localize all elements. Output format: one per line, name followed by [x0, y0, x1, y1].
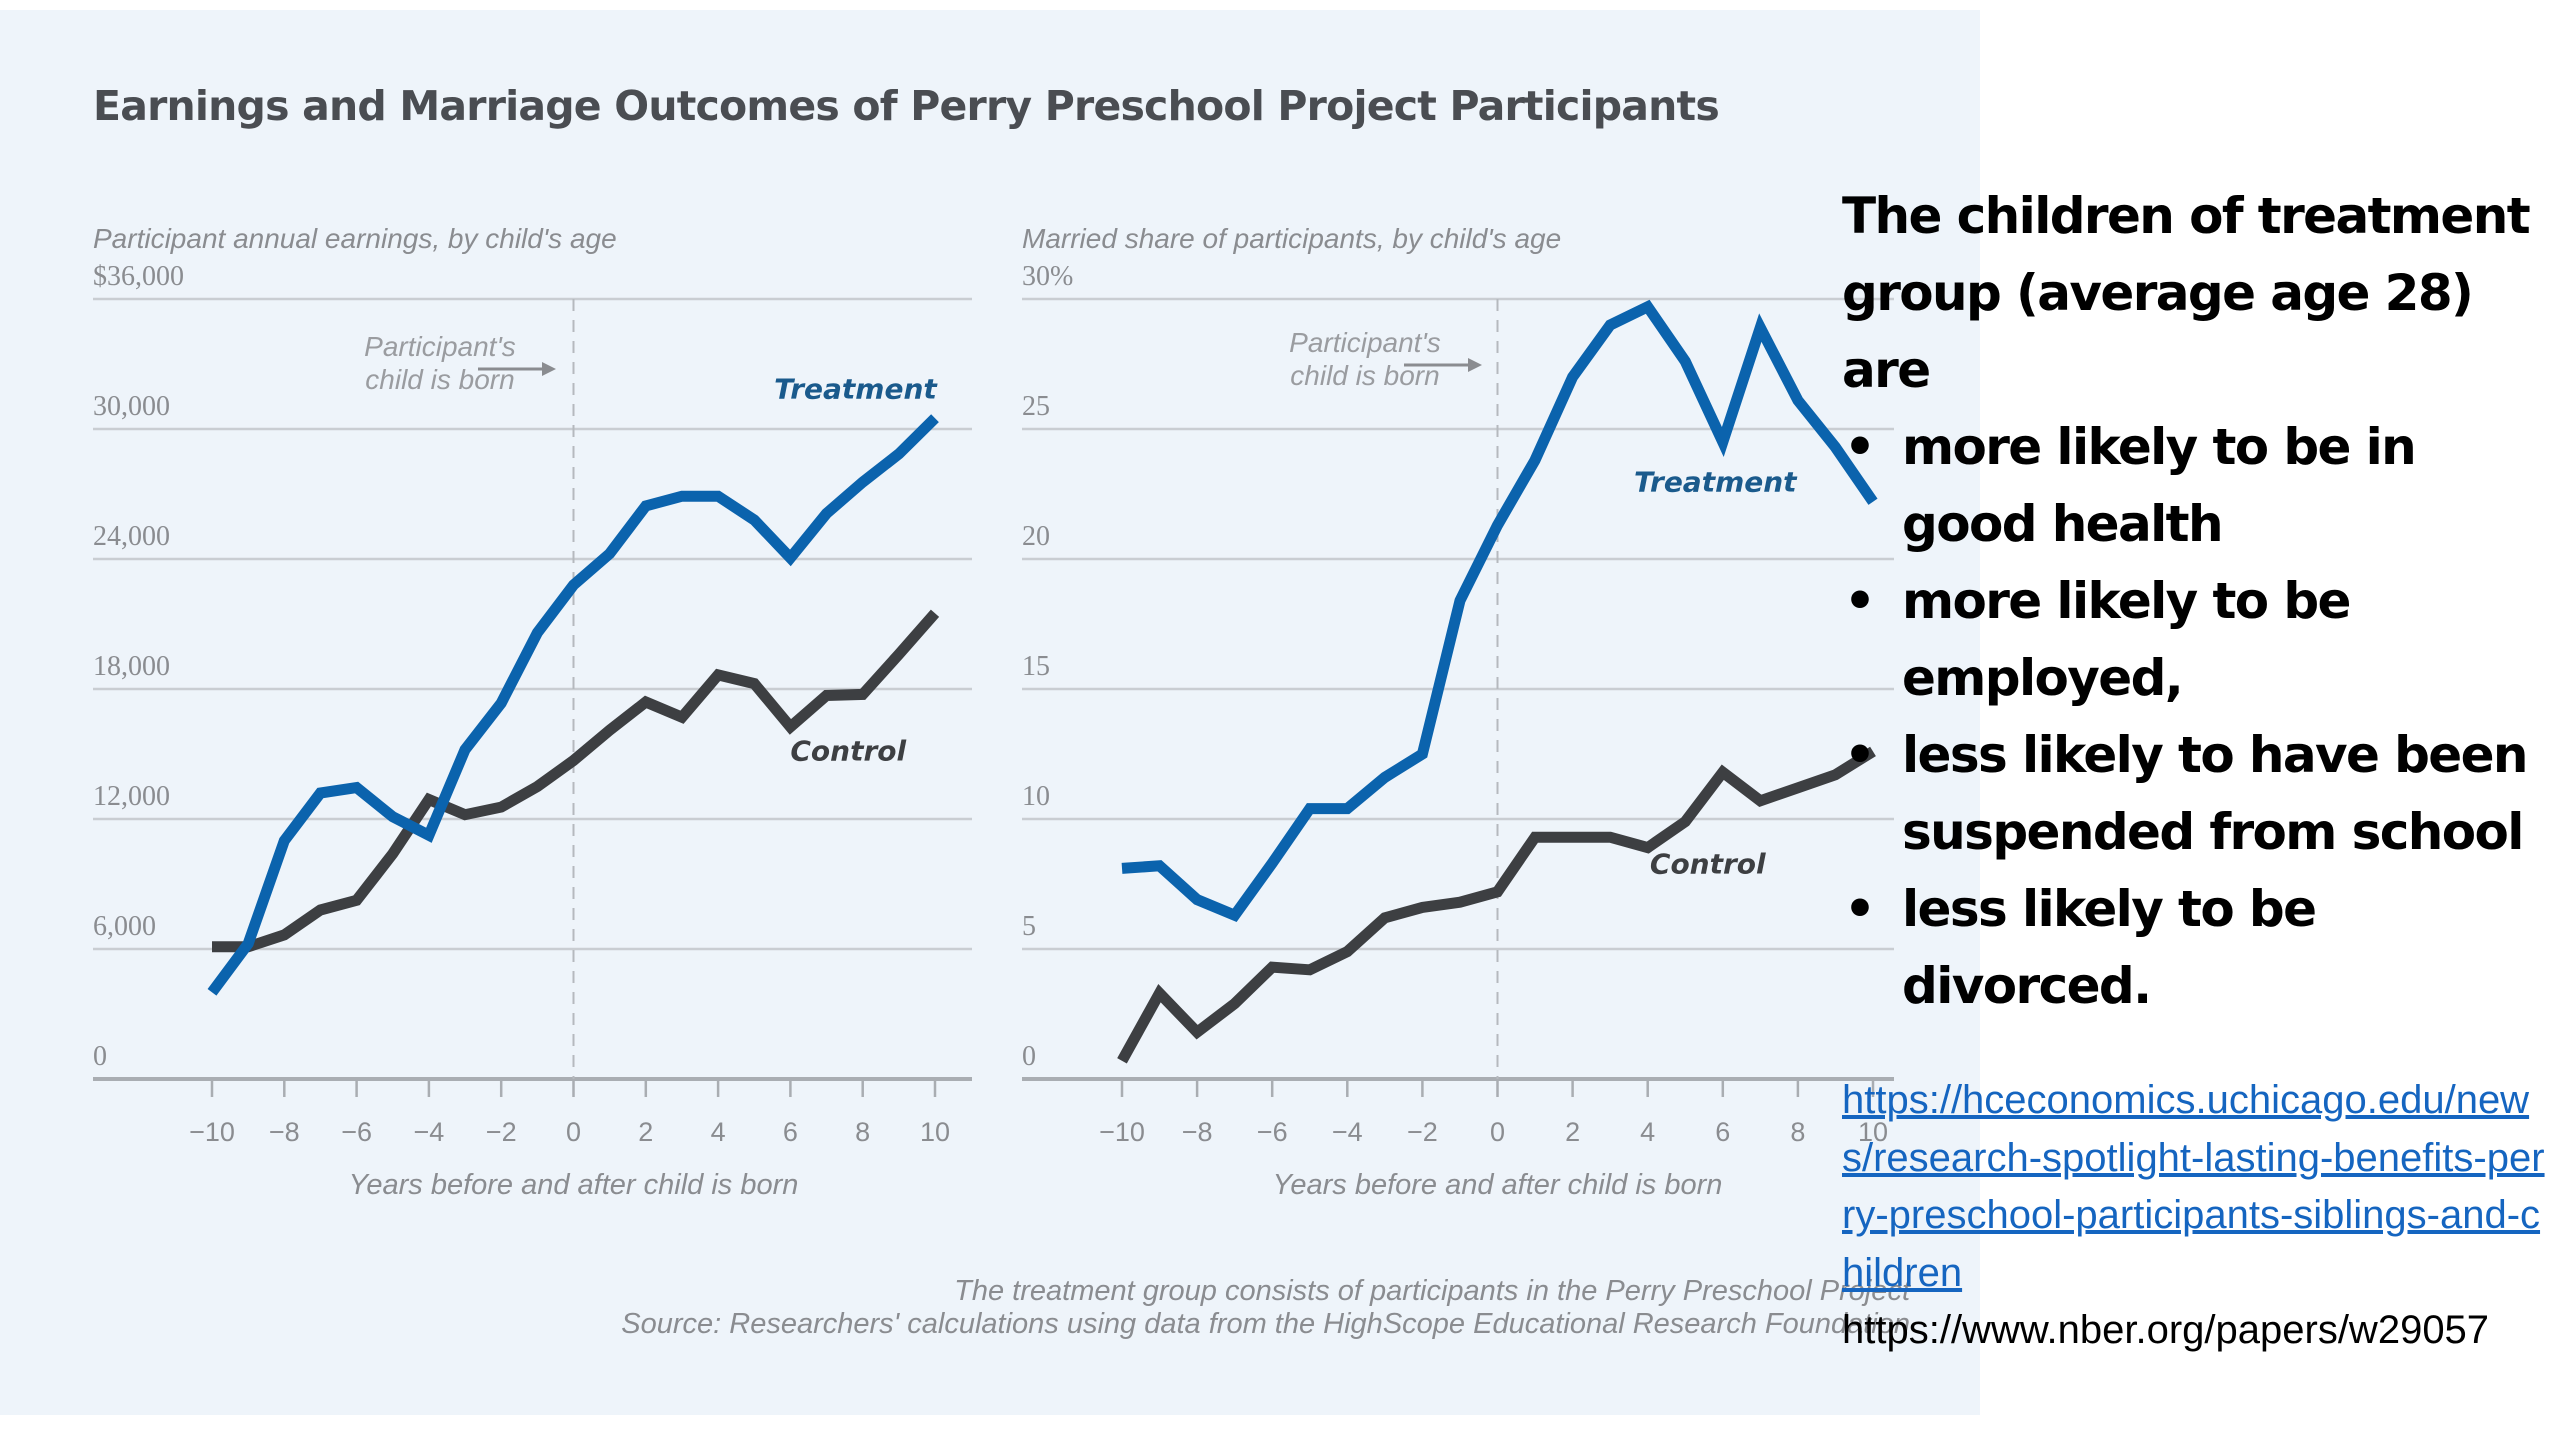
- x-tick-label: −10: [189, 1117, 235, 1147]
- y-tick-label: 0: [1022, 1041, 1036, 1072]
- y-tick-label: 0: [93, 1041, 107, 1072]
- y-tick-label: 20: [1022, 521, 1050, 552]
- y-tick-label: 30%: [1022, 261, 1073, 292]
- treatment-series-label: Treatment: [1634, 465, 1798, 498]
- x-tick-label: −6: [341, 1117, 372, 1147]
- finding-text: more likely to be employed,: [1902, 572, 2351, 707]
- bullet-icon: •: [1844, 880, 1876, 938]
- findings-intro: The children of treatment group (average…: [1842, 187, 2531, 399]
- x-tick-label: 2: [1565, 1117, 1580, 1147]
- x-tick-label: 10: [1858, 1117, 1888, 1147]
- finding-item: • less likely to be divorced.: [1842, 871, 2557, 1025]
- x-tick-label: 2: [638, 1117, 653, 1147]
- marriage-chart: Married share of participants, by child'…: [1022, 223, 1894, 1201]
- finding-text: less likely to have been suspended from …: [1902, 726, 2529, 861]
- x-tick-label: 0: [1490, 1117, 1505, 1147]
- findings-list: • more likely to be in good health • more …: [1842, 409, 2557, 1025]
- x-axis-label: Years before and after child is born: [349, 1169, 799, 1201]
- x-tick-label: 4: [1640, 1117, 1655, 1147]
- nber-url-text: https://www.nber.org/papers/w29057: [1842, 1308, 2490, 1352]
- finding-item: • more likely to be in good health: [1842, 409, 2557, 563]
- source-links: https://hceconomics.uchicago.edu/news/re…: [1842, 1072, 2557, 1360]
- x-tick-label: −8: [269, 1117, 300, 1147]
- y-tick-label: 5: [1022, 911, 1036, 942]
- x-tick-label: −10: [1099, 1117, 1145, 1147]
- finding-item: • less likely to have been suspended from…: [1842, 717, 2557, 871]
- treatment-series-line: [1121, 299, 1878, 922]
- finding-text: less likely to be divorced.: [1902, 880, 2317, 1015]
- x-tick-label: −4: [414, 1117, 445, 1147]
- chart-subtitle: Married share of participants, by child'…: [1022, 223, 1561, 254]
- bullet-icon: •: [1844, 572, 1876, 630]
- footnote-line-2: Source: Researchers' calculations using …: [621, 1308, 1910, 1340]
- y-tick-label: 15: [1022, 651, 1050, 682]
- arrow-head-icon: [542, 362, 556, 376]
- x-tick-label: 4: [711, 1117, 726, 1147]
- footnote-line-1: The treatment group consists of particip…: [954, 1275, 1912, 1307]
- bullet-icon: •: [1844, 726, 1876, 784]
- annotation-text: Participant's: [1289, 327, 1441, 358]
- arrow-head-icon: [1468, 358, 1482, 372]
- findings-text: The children of treatment group (average…: [1842, 178, 2557, 1025]
- y-tick-label: 24,000: [93, 521, 170, 552]
- x-tick-label: −8: [1182, 1117, 1213, 1147]
- bullet-icon: •: [1844, 418, 1876, 476]
- x-tick-label: −2: [486, 1117, 517, 1147]
- footnotes: The treatment group consists of particip…: [621, 1275, 1912, 1340]
- y-tick-label: 12,000: [93, 781, 170, 812]
- y-tick-label: 10: [1022, 781, 1050, 812]
- finding-item: • more likely to be employed,: [1842, 563, 2557, 717]
- x-tick-label: 10: [920, 1117, 950, 1147]
- x-tick-label: 0: [566, 1117, 581, 1147]
- x-tick-label: 8: [855, 1117, 870, 1147]
- y-tick-label: 18,000: [93, 651, 170, 682]
- uchicago-link[interactable]: https://hceconomics.uchicago.edu/news/re…: [1842, 1078, 2545, 1295]
- annotation-text: Participant's: [364, 331, 516, 362]
- x-tick-label: −4: [1332, 1117, 1363, 1147]
- x-tick-label: 8: [1790, 1117, 1805, 1147]
- earnings-chart: Participant annual earnings, by child's …: [93, 223, 972, 1201]
- x-axis-label: Years before and after child is born: [1273, 1169, 1723, 1201]
- x-tick-label: −2: [1407, 1117, 1438, 1147]
- x-tick-label: 6: [783, 1117, 798, 1147]
- control-series-label: Control: [1650, 848, 1766, 881]
- treatment-series-label: Treatment: [774, 373, 938, 406]
- finding-text: more likely to be in good health: [1902, 418, 2417, 553]
- y-tick-label: 25: [1022, 391, 1050, 422]
- figure-title: Earnings and Marriage Outcomes of Perry …: [93, 82, 1720, 130]
- control-series-label: Control: [790, 735, 906, 768]
- x-tick-label: −6: [1257, 1117, 1288, 1147]
- y-tick-label: 30,000: [93, 391, 170, 422]
- x-tick-label: 6: [1715, 1117, 1730, 1147]
- y-tick-label: 6,000: [93, 911, 156, 942]
- figure-panel: [0, 10, 1980, 1415]
- y-tick-label: $36,000: [93, 261, 184, 292]
- chart-subtitle: Participant annual earnings, by child's …: [93, 223, 617, 254]
